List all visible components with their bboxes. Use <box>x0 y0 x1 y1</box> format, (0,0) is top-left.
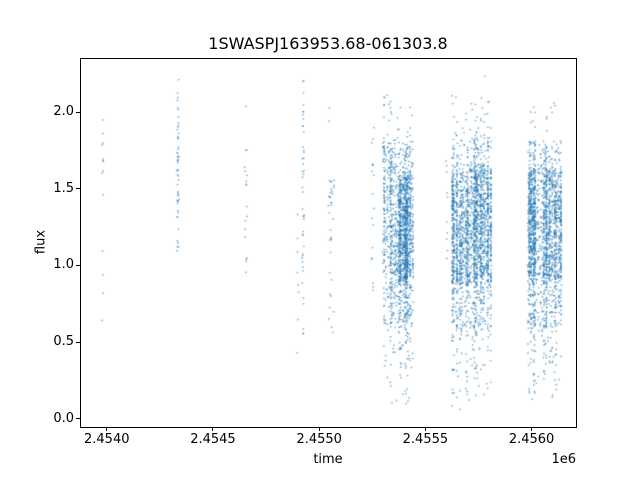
y-tick-label: 2.0 <box>53 104 74 120</box>
y-axis-label: flux <box>33 229 49 255</box>
x-tick-mark <box>106 427 108 431</box>
x-tick-mark <box>531 427 533 431</box>
x-tick-mark <box>212 427 214 431</box>
y-tick-label: 0.0 <box>53 410 74 426</box>
y-tick-mark <box>76 264 80 266</box>
x-axis-label: time <box>313 452 343 467</box>
chart-title: 1SWASPJ163953.68-061303.8 <box>208 34 448 53</box>
y-tick-label: 1.5 <box>53 180 74 196</box>
x-tick-label: 2.4555 <box>402 432 449 447</box>
y-tick-mark <box>76 418 80 420</box>
y-tick-mark <box>76 111 80 113</box>
y-tick-label: 0.5 <box>53 334 74 350</box>
x-tick-label: 2.4550 <box>296 432 342 447</box>
x-axis-offset-label: 1e6 <box>551 452 576 467</box>
x-tick-label: 2.4545 <box>190 432 236 447</box>
y-tick-mark <box>76 341 80 343</box>
x-tick-label: 2.4540 <box>84 432 130 447</box>
y-tick-label: 1.0 <box>53 257 74 273</box>
x-tick-label: 2.4560 <box>508 432 555 447</box>
x-tick-mark <box>318 427 320 431</box>
y-tick-mark <box>76 188 80 190</box>
x-tick-mark <box>424 427 426 431</box>
plot-area <box>80 58 577 428</box>
